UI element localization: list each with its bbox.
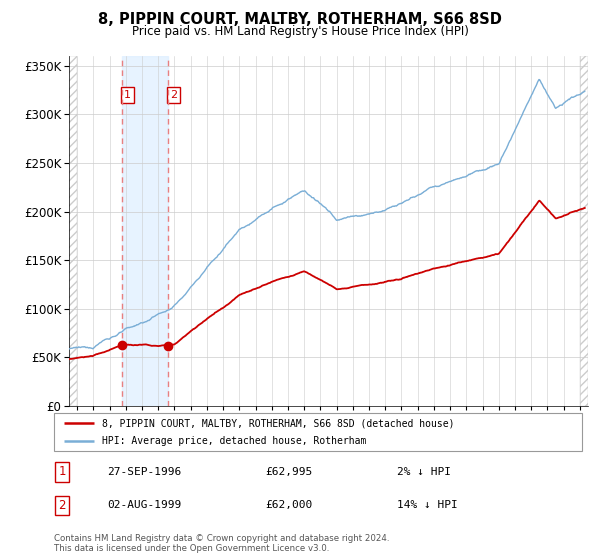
Text: 2: 2	[170, 90, 177, 100]
Text: 1: 1	[58, 465, 66, 478]
Text: Price paid vs. HM Land Registry's House Price Index (HPI): Price paid vs. HM Land Registry's House …	[131, 25, 469, 38]
Text: £62,000: £62,000	[265, 501, 313, 510]
Bar	[122, 56, 167, 406]
Text: 1: 1	[124, 90, 131, 100]
Bar	[69, 56, 77, 406]
Text: £62,995: £62,995	[265, 467, 313, 477]
Text: 27-SEP-1996: 27-SEP-1996	[107, 467, 181, 477]
Text: Contains HM Land Registry data © Crown copyright and database right 2024.
This d: Contains HM Land Registry data © Crown c…	[54, 534, 389, 553]
Text: 8, PIPPIN COURT, MALTBY, ROTHERHAM, S66 8SD: 8, PIPPIN COURT, MALTBY, ROTHERHAM, S66 …	[98, 12, 502, 27]
Text: 02-AUG-1999: 02-AUG-1999	[107, 501, 181, 510]
Text: 8, PIPPIN COURT, MALTBY, ROTHERHAM, S66 8SD (detached house): 8, PIPPIN COURT, MALTBY, ROTHERHAM, S66 …	[101, 418, 454, 428]
Text: HPI: Average price, detached house, Rotherham: HPI: Average price, detached house, Roth…	[101, 436, 366, 446]
FancyBboxPatch shape	[54, 413, 582, 451]
Bar	[69, 56, 77, 406]
Text: 2% ↓ HPI: 2% ↓ HPI	[397, 467, 451, 477]
Text: 2: 2	[58, 499, 66, 512]
Bar	[580, 56, 588, 406]
Text: 14% ↓ HPI: 14% ↓ HPI	[397, 501, 458, 510]
Bar	[580, 56, 588, 406]
